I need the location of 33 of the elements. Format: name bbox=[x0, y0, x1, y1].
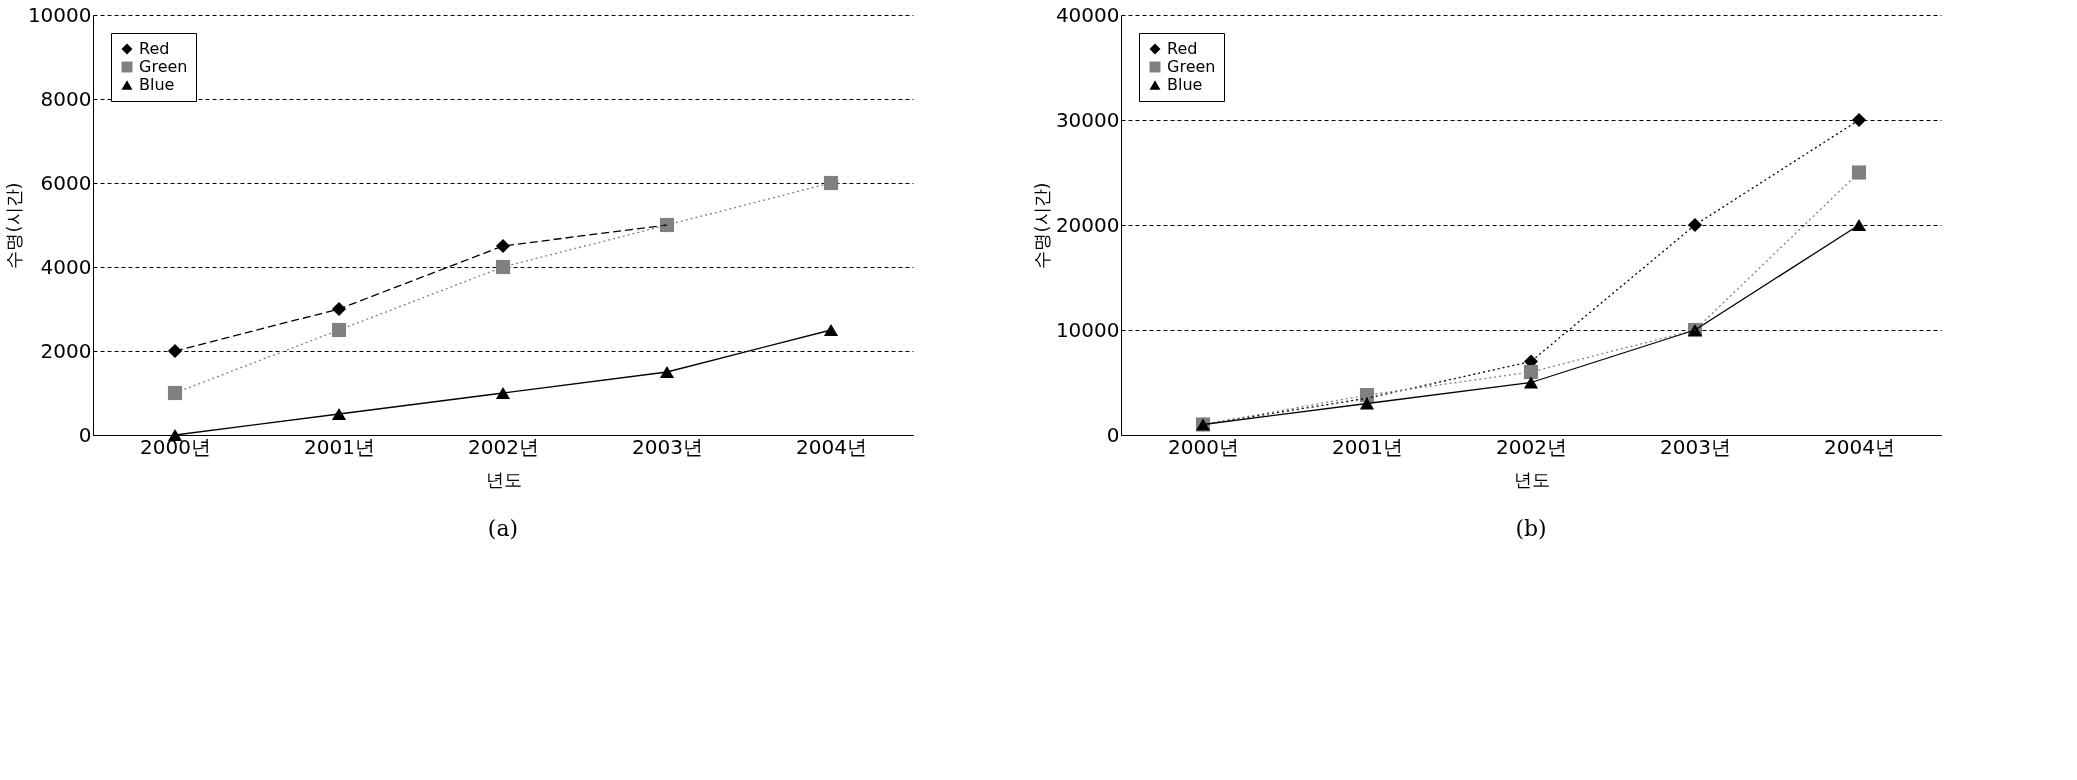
legend-label: Red bbox=[139, 39, 170, 58]
x-tick-label: 2004년 bbox=[796, 434, 867, 459]
y-tick-label: 2000 bbox=[40, 338, 92, 363]
x-tick-label: 2001년 bbox=[1332, 434, 1403, 459]
y-tick-label: 0 bbox=[1106, 422, 1120, 447]
y-tick-label: 10000 bbox=[27, 2, 92, 27]
x-tick-label: 2002년 bbox=[468, 434, 539, 459]
x-tick-label: 2003년 bbox=[1660, 434, 1731, 459]
legend-label: Red bbox=[1167, 39, 1198, 58]
y-tick-label: 4000 bbox=[40, 254, 92, 279]
y-tick-label: 30000 bbox=[1055, 107, 1120, 132]
y-tick-label: 6000 bbox=[40, 170, 92, 195]
x-tick-label: 2004년 bbox=[1824, 434, 1895, 459]
text: (b) bbox=[1515, 516, 1547, 541]
x-axis-title: 년도 bbox=[485, 468, 522, 490]
x-axis-title: 년도 bbox=[1513, 468, 1550, 490]
y-tick-label: 8000 bbox=[40, 86, 92, 111]
x-tick-label: 2002년 bbox=[1496, 434, 1567, 459]
x-tick-label: 2003년 bbox=[632, 434, 703, 459]
legend-label: Blue bbox=[139, 75, 175, 94]
y-axis-title: 수명(시간) bbox=[2, 182, 24, 269]
x-tick-label: 2000년 bbox=[1168, 434, 1239, 459]
x-tick-label: 2001년 bbox=[304, 434, 375, 459]
y-tick-label: 20000 bbox=[1055, 212, 1120, 237]
y-tick-label: 0 bbox=[78, 422, 92, 447]
x-tick-label: 2000년 bbox=[140, 434, 211, 459]
legend-label: Green bbox=[139, 57, 188, 76]
y-tick-label: 40000 bbox=[1055, 2, 1120, 27]
y-axis-title: 수명(시간) bbox=[1030, 182, 1052, 269]
legend-label: Blue bbox=[1167, 75, 1203, 94]
text: (a) bbox=[487, 516, 519, 541]
y-tick-label: 10000 bbox=[1055, 317, 1120, 342]
legend-label: Green bbox=[1167, 57, 1216, 76]
